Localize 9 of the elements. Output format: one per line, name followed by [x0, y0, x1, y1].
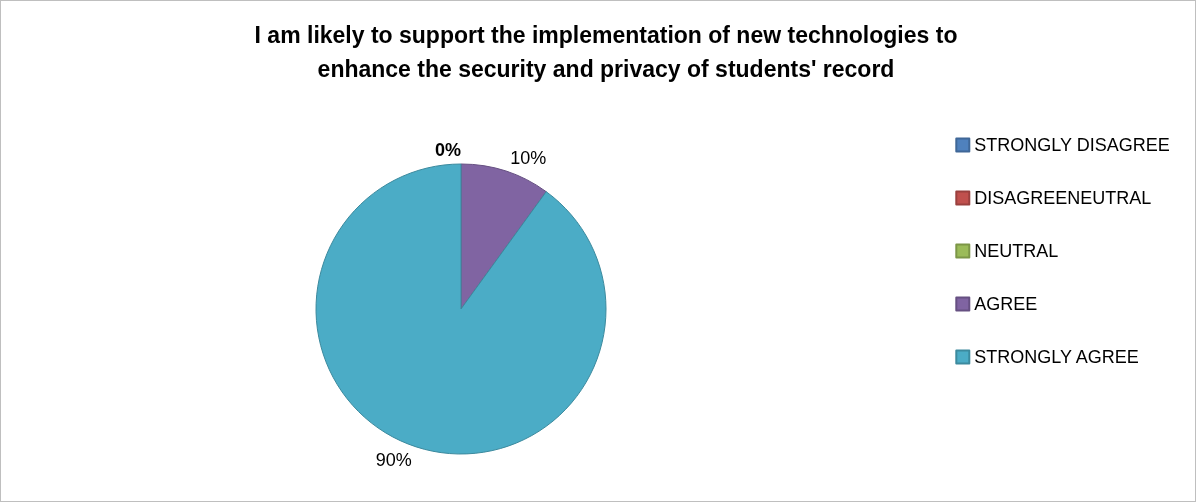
legend-label: AGREE [974, 294, 1038, 314]
legend-label: STRONGLY AGREE [974, 347, 1139, 367]
legend-label: DISAGREENEUTRAL [974, 188, 1152, 208]
legend-label: STRONGLY DISAGREE [974, 135, 1170, 155]
data-label: 90% [375, 450, 412, 471]
data-label: 10% [510, 147, 547, 168]
legend-label: NEUTRAL [974, 241, 1059, 261]
text: 0% [434, 140, 461, 160]
chart-title: I am likely to support the implementation of new technologies to enhance the security and privacy of students' record [254, 22, 958, 82]
